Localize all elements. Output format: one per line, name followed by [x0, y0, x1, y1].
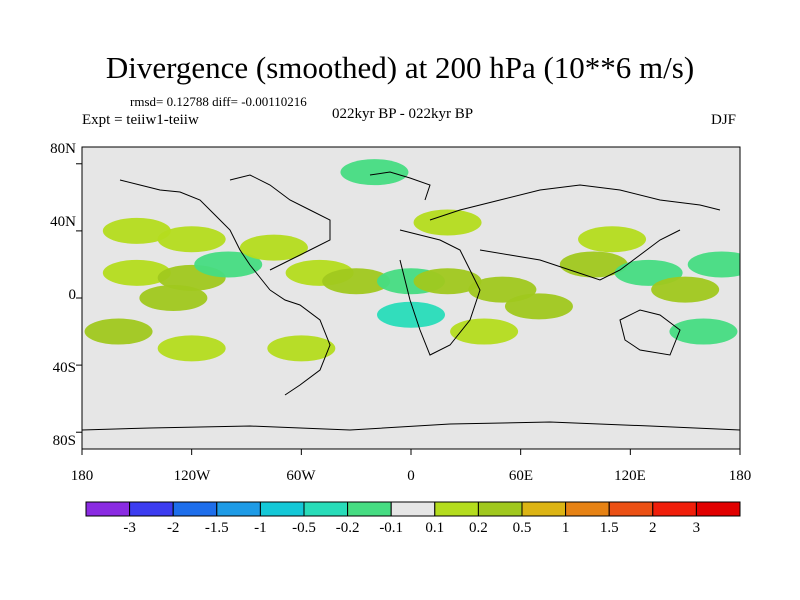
- colorbar-swatch: [434, 501, 479, 517]
- anomaly-region: [413, 209, 482, 236]
- anomaly-region: [651, 276, 720, 303]
- lat-tick-label: 0: [68, 287, 77, 303]
- colorbar-label: -3: [123, 520, 136, 536]
- coastline-greenland: [369, 171, 431, 201]
- coastline-antarctica: [82, 421, 740, 431]
- coastline-north-america-east: [229, 174, 331, 271]
- coastline-australia: [619, 309, 681, 356]
- colorbar-swatch: [608, 501, 654, 517]
- anomaly-region: [687, 251, 740, 278]
- anomaly-region: [102, 259, 171, 286]
- colorbar-label: 3: [692, 520, 701, 536]
- colorbar-swatch: [303, 501, 349, 517]
- anomaly-region: [559, 251, 628, 278]
- anomaly-region: [504, 293, 573, 320]
- lon-tick-label: 120W: [173, 468, 211, 484]
- colorbar-label: -2: [166, 520, 180, 536]
- period-label: 022kyr BP - 022kyr BP: [332, 106, 474, 122]
- lon-tick-label: 0: [407, 468, 415, 484]
- divergence-field: [84, 159, 740, 362]
- axis-ticks: [76, 163, 741, 455]
- colorbar-label: -0.2: [335, 520, 360, 536]
- colorbar-swatch: [477, 501, 523, 517]
- anomaly-region: [450, 318, 519, 345]
- lat-tick-label: 40N: [50, 214, 76, 230]
- colorbar: [85, 501, 741, 517]
- colorbar-swatch: [85, 501, 131, 517]
- lon-tick-label: 120E: [614, 468, 646, 484]
- anomaly-region: [322, 268, 391, 295]
- anomaly-region: [669, 318, 738, 345]
- coastline-asia-south: [479, 229, 681, 281]
- stats-label: rmsd= 0.12788 diff= -0.00110216: [130, 94, 307, 109]
- anomaly-region: [157, 226, 226, 253]
- coastline-south-america: [269, 289, 331, 396]
- lat-tick-label: 40S: [52, 360, 76, 376]
- experiment-label: Expt = teiiw1-teiiw: [82, 112, 199, 128]
- colorbar-label: 1.5: [599, 520, 619, 536]
- colorbar-label: 1: [561, 520, 570, 536]
- lon-tick-label: 60E: [508, 468, 534, 484]
- colorbar-swatch: [390, 501, 436, 517]
- colorbar-swatch: [347, 501, 392, 517]
- anomaly-region: [84, 318, 153, 345]
- figure-title: Divergence (smoothed) at 200 hPa (10**6 …: [105, 50, 695, 85]
- season-label: DJF: [711, 112, 737, 128]
- coastline-north-america-west: [119, 179, 271, 291]
- coastlines: [82, 171, 740, 431]
- colorbar-label: 2: [649, 520, 657, 536]
- colorbar-label: -0.1: [379, 520, 404, 536]
- anomaly-region: [578, 226, 647, 253]
- anomaly-region: [267, 335, 336, 362]
- anomaly-region: [139, 285, 208, 311]
- colorbar-swatch: [652, 501, 697, 517]
- colorbar-swatch: [565, 501, 610, 517]
- anomaly-region: [413, 268, 482, 295]
- colorbar-label: -0.5: [292, 520, 316, 536]
- colorbar-swatch: [695, 501, 741, 517]
- anomaly-region: [239, 234, 308, 261]
- colorbar-label: -1: [254, 520, 267, 536]
- lat-tick-label: 80N: [50, 141, 76, 157]
- lon-tick-label: 180: [728, 468, 752, 484]
- lon-tick-label: 180: [70, 468, 94, 484]
- anomaly-region: [102, 217, 171, 244]
- colorbar-label: 0.2: [469, 520, 488, 536]
- colorbar-swatch: [259, 501, 305, 517]
- colorbar-label: -1.5: [204, 520, 229, 536]
- coastline-eurasia-north: [429, 184, 721, 221]
- anomaly-region: [340, 159, 409, 186]
- colorbar-swatch: [129, 501, 174, 517]
- colorbar-swatch: [216, 501, 261, 517]
- lon-tick-label: 60W: [286, 468, 316, 484]
- anomaly-region: [377, 301, 445, 328]
- anomaly-region: [157, 335, 226, 362]
- coastline-africa: [399, 229, 481, 356]
- lat-tick-label: 80S: [52, 433, 76, 449]
- colorbar-label: 0.1: [425, 520, 445, 536]
- colorbar-swatch: [521, 501, 567, 517]
- colorbar-swatch: [172, 501, 218, 517]
- colorbar-label: 0.5: [512, 520, 532, 536]
